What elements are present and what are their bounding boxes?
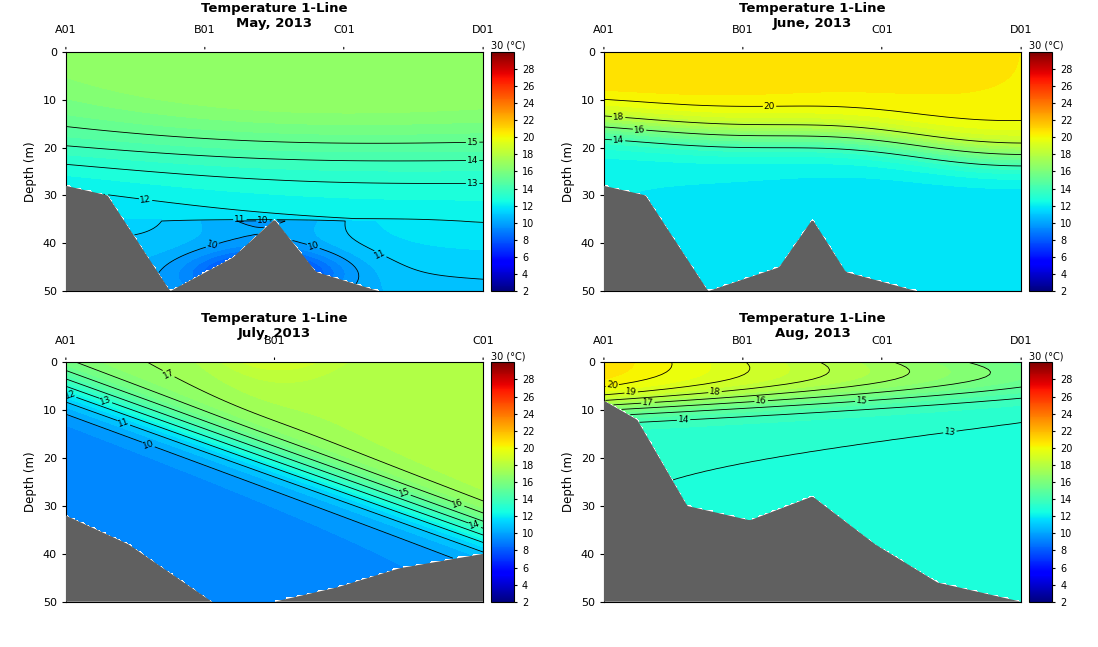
Title: Temperature 1-Line
Aug, 2013: Temperature 1-Line Aug, 2013 bbox=[739, 313, 886, 340]
Text: 13: 13 bbox=[943, 427, 956, 437]
Text: A01: A01 bbox=[55, 25, 77, 35]
Text: B01: B01 bbox=[194, 25, 215, 35]
Text: 11: 11 bbox=[116, 417, 131, 429]
Text: 14: 14 bbox=[468, 519, 482, 531]
Text: A01: A01 bbox=[55, 336, 77, 345]
Text: 17: 17 bbox=[642, 398, 654, 408]
Text: 16: 16 bbox=[755, 396, 768, 406]
Text: 14: 14 bbox=[467, 156, 479, 165]
Text: 14: 14 bbox=[677, 415, 690, 425]
Text: 15: 15 bbox=[467, 138, 479, 147]
Polygon shape bbox=[66, 516, 483, 602]
Text: 18: 18 bbox=[613, 112, 625, 122]
Text: D01: D01 bbox=[1010, 336, 1032, 345]
Text: D01: D01 bbox=[472, 25, 494, 35]
Title: Temperature 1-Line
June, 2013: Temperature 1-Line June, 2013 bbox=[739, 2, 886, 30]
Y-axis label: Depth (m): Depth (m) bbox=[562, 452, 575, 512]
Text: B01: B01 bbox=[264, 336, 285, 345]
Polygon shape bbox=[66, 186, 483, 291]
Text: 18: 18 bbox=[709, 387, 721, 397]
Text: 10: 10 bbox=[142, 438, 156, 451]
Title: Temperature 1-Line
May, 2013: Temperature 1-Line May, 2013 bbox=[201, 2, 348, 30]
Text: 15: 15 bbox=[397, 487, 412, 499]
Text: D01: D01 bbox=[1010, 25, 1032, 35]
Text: 10: 10 bbox=[257, 216, 269, 225]
Text: 11: 11 bbox=[373, 247, 388, 260]
Y-axis label: Depth (m): Depth (m) bbox=[24, 452, 37, 512]
Title: Temperature 1-Line
July, 2013: Temperature 1-Line July, 2013 bbox=[201, 313, 348, 340]
Polygon shape bbox=[604, 400, 1021, 602]
Text: C01: C01 bbox=[871, 25, 893, 35]
Text: 13: 13 bbox=[99, 394, 113, 407]
Text: C01: C01 bbox=[871, 336, 893, 345]
Text: 20: 20 bbox=[606, 380, 618, 391]
Text: 10: 10 bbox=[205, 239, 220, 251]
Text: 10: 10 bbox=[306, 240, 321, 252]
Text: A01: A01 bbox=[593, 336, 615, 345]
Text: 16: 16 bbox=[634, 125, 646, 135]
Text: B01: B01 bbox=[732, 25, 753, 35]
Text: 15: 15 bbox=[855, 396, 867, 406]
Y-axis label: Depth (m): Depth (m) bbox=[562, 141, 575, 202]
Text: 20: 20 bbox=[764, 102, 775, 111]
Y-axis label: Depth (m): Depth (m) bbox=[24, 141, 37, 202]
Text: 12: 12 bbox=[139, 194, 152, 204]
Text: 13: 13 bbox=[467, 179, 479, 188]
Text: B01: B01 bbox=[732, 336, 753, 345]
Text: C01: C01 bbox=[333, 25, 355, 35]
Text: 14: 14 bbox=[613, 135, 625, 145]
Text: 16: 16 bbox=[451, 498, 464, 510]
Text: C01: C01 bbox=[472, 336, 494, 345]
Polygon shape bbox=[604, 186, 1021, 291]
Text: 12: 12 bbox=[64, 389, 77, 401]
Text: 11: 11 bbox=[234, 215, 246, 225]
Text: 17: 17 bbox=[161, 367, 176, 380]
Text: A01: A01 bbox=[593, 25, 615, 35]
Text: 19: 19 bbox=[625, 388, 637, 397]
